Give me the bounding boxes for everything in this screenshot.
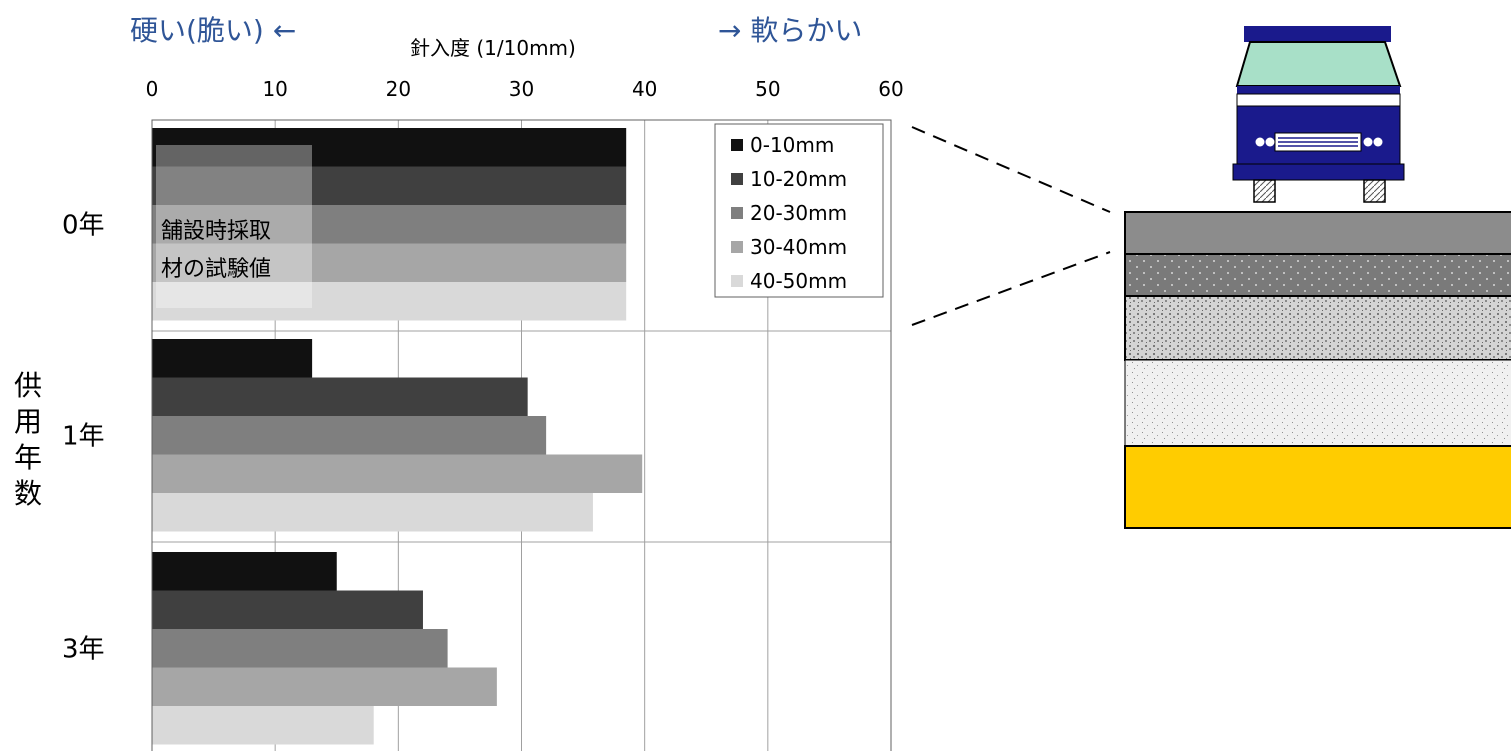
x-tick-label: 20 — [386, 77, 411, 101]
plot-border — [151, 119, 892, 751]
bar-0-10mm-1年 — [152, 339, 313, 378]
bar-20-30mm-1年 — [152, 416, 547, 455]
x-tick-label: 0 — [146, 77, 159, 101]
category-label: 0年 — [62, 210, 105, 240]
bar-10-20mm-3年 — [152, 590, 423, 629]
hard-brittle-annotation: 硬い(脆い) ← — [130, 14, 296, 47]
tyre-right-icon — [1363, 179, 1386, 203]
x-axis-title: 針入度 (1/10mm) — [410, 36, 576, 60]
truck-bumper — [1232, 163, 1405, 181]
legend: 0-10mm 10-20mm 20-30mm 30-40mm 40-50mm — [714, 123, 884, 298]
bar-40-50mm-1年 — [152, 493, 593, 532]
legend-swatch — [731, 139, 743, 151]
legend-label: 30-40mm — [750, 235, 847, 259]
y-axis-title-char: 用 — [14, 405, 42, 438]
connector-line-top — [911, 126, 1111, 213]
y-axis-title-char: 年 — [14, 441, 42, 474]
binder-layer — [1124, 253, 1511, 297]
bar-30-40mm-1年 — [152, 454, 643, 493]
headlight-icon — [1373, 137, 1383, 147]
soft-annotation: → 軟らかい — [718, 14, 862, 47]
truck-roof — [1244, 26, 1391, 42]
x-tick-label: 50 — [755, 77, 780, 101]
truck-stripe — [1237, 86, 1400, 94]
note-box-background — [156, 145, 312, 308]
note-box: 舗設時採取 材の試験値 — [156, 145, 312, 308]
headlight-icon — [1363, 137, 1373, 147]
x-tick-label: 10 — [262, 77, 287, 101]
x-tick-label: 60 — [878, 77, 903, 101]
legend-label: 20-30mm — [750, 201, 847, 225]
note-line-1: 舗設時採取 — [161, 219, 271, 244]
category-label: 3年 — [62, 634, 105, 664]
legend-swatch — [731, 207, 743, 219]
truck-windshield — [1235, 41, 1402, 87]
legend-label: 40-50mm — [750, 269, 847, 293]
pavement-cross-section — [1124, 211, 1511, 529]
category-labels: 0年 1年 3年 — [62, 210, 105, 664]
bar-0-10mm-3年 — [152, 552, 337, 591]
bar-40-50mm-3年 — [152, 706, 374, 745]
note-line-2: 材の試験値 — [161, 257, 271, 282]
bar-30-40mm-3年 — [152, 667, 497, 706]
legend-label: 10-20mm — [750, 167, 847, 191]
subgrade-layer — [1124, 445, 1511, 529]
bar-30-40mm-0年 — [152, 243, 627, 282]
bar-40-50mm-0年 — [152, 282, 627, 321]
legend-swatch — [731, 173, 743, 185]
y-axis-title-char: 供 — [14, 369, 42, 402]
x-tick-labels: 0 10 20 30 40 50 60 — [146, 77, 904, 101]
bar-10-20mm-1年 — [152, 377, 528, 416]
bar-0-10mm-0年 — [152, 128, 627, 167]
category-label: 1年 — [62, 421, 105, 451]
bar-20-30mm-3年 — [152, 629, 448, 668]
legend-swatch — [731, 275, 743, 287]
legend-swatch — [731, 241, 743, 253]
legend-label: 0-10mm — [750, 133, 834, 157]
truck-white-band — [1236, 93, 1401, 107]
truck-icon — [1232, 26, 1405, 203]
tyre-left-icon — [1253, 179, 1276, 203]
connector-line-bottom — [911, 251, 1111, 326]
bars — [152, 128, 643, 745]
base-layer — [1124, 295, 1511, 361]
surface-layer — [1124, 211, 1511, 255]
x-tick-label: 40 — [632, 77, 657, 101]
headlight-icon — [1265, 137, 1275, 147]
subbase-layer — [1124, 359, 1511, 447]
x-tick-label: 30 — [509, 77, 534, 101]
headlight-icon — [1255, 137, 1265, 147]
bar-20-30mm-0年 — [152, 205, 627, 244]
bar-10-20mm-0年 — [152, 166, 627, 205]
y-axis-title-char: 数 — [14, 477, 42, 510]
